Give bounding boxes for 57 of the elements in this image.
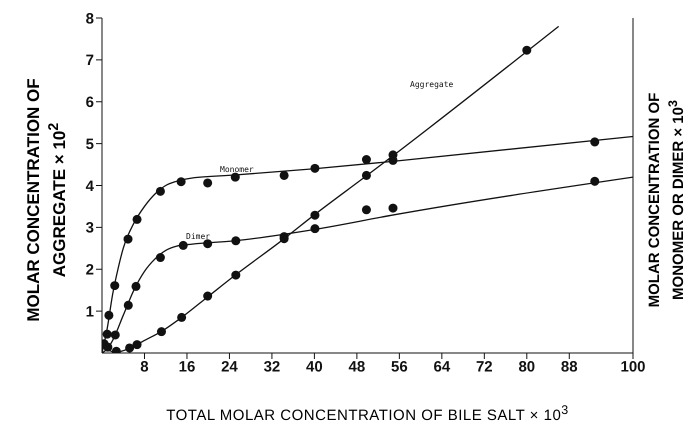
- point: [310, 164, 320, 173]
- point: [110, 281, 120, 290]
- x-tick-label: 100: [620, 358, 646, 376]
- y-tick-label: 6: [86, 94, 94, 112]
- x-tick-label: 80: [518, 358, 536, 376]
- point: [132, 340, 142, 350]
- point: [310, 224, 320, 234]
- annotation: Monomer: [220, 165, 254, 174]
- point: [156, 327, 166, 336]
- point: [362, 205, 371, 214]
- x-tick-label: 16: [178, 358, 196, 376]
- y-tick-label: 2: [86, 262, 94, 279]
- point: [231, 236, 240, 246]
- y-tick-label: 4: [86, 178, 95, 195]
- x-tick-label: 56: [391, 358, 408, 376]
- point: [124, 300, 133, 310]
- x-tick-label: 88: [560, 358, 578, 376]
- x-tick-label: 24: [221, 358, 238, 376]
- x-tick-label: 64: [433, 358, 451, 376]
- point: [177, 312, 186, 322]
- point: [362, 155, 371, 164]
- point: [522, 46, 532, 55]
- x-tick-label: 32: [264, 358, 280, 376]
- y-tick-label: 3: [86, 220, 94, 237]
- x-tick-label: 72: [476, 358, 493, 376]
- x-axis-title: TOTAL MOLAR CONCENTRATION OF BILE SALT × 10$^{3}$: [165, 403, 570, 424]
- point: [176, 177, 186, 186]
- point: [280, 170, 289, 180]
- point: [388, 204, 398, 213]
- annotation: Dimer: [186, 232, 210, 241]
- x-tick-label: 8: [140, 358, 149, 376]
- point: [125, 343, 134, 352]
- point: [104, 310, 114, 320]
- point: [110, 330, 120, 340]
- point: [132, 214, 142, 224]
- y-tick-label: 5: [86, 136, 94, 153]
- annotation: Aggregate: [410, 80, 454, 89]
- x-tick-label: 48: [348, 358, 366, 376]
- point: [124, 234, 133, 244]
- point: [203, 239, 212, 248]
- point: [590, 176, 600, 186]
- point: [362, 170, 371, 180]
- y-tick-label: 8: [86, 10, 94, 28]
- point: [230, 172, 240, 182]
- y-tick-label: 1: [86, 303, 94, 320]
- point: [203, 292, 212, 301]
- point: [590, 137, 600, 146]
- point: [231, 270, 240, 280]
- point: [310, 210, 320, 220]
- point: [102, 330, 112, 339]
- point: [156, 186, 165, 196]
- y-tick-label: 7: [86, 52, 94, 70]
- point: [203, 178, 212, 188]
- point: [131, 282, 140, 291]
- point: [178, 240, 188, 250]
- x-tick-label: 40: [306, 358, 323, 376]
- point: [156, 253, 165, 262]
